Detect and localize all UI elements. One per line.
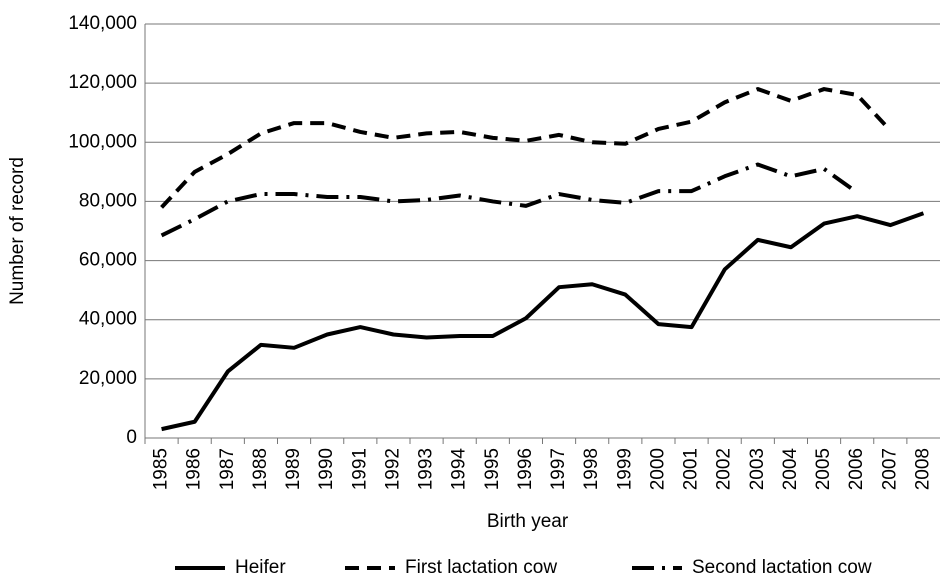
x-tick-label: 1993: [416, 448, 437, 490]
x-tick-label: 1997: [548, 448, 569, 490]
x-tick-label: 2002: [714, 448, 735, 490]
x-tick-label: 2008: [912, 448, 933, 490]
y-tick-label: 140,000: [68, 13, 137, 34]
x-tick-label: 1992: [382, 448, 403, 490]
x-tick-label: 1985: [151, 448, 172, 490]
y-axis-label: Number of record: [7, 157, 28, 305]
legend-label: Heifer: [235, 557, 286, 578]
y-tick-label: 60,000: [79, 250, 137, 271]
x-tick-label: 2004: [780, 448, 801, 491]
x-axis-label: Birth year: [487, 511, 569, 532]
x-tick-label: 1987: [217, 448, 238, 490]
series-line: [161, 211, 925, 432]
x-tick-label: 2000: [647, 448, 668, 490]
x-tick-label: 1996: [515, 448, 536, 490]
x-tick-label: 2003: [747, 448, 768, 490]
x-tick-label: 1988: [250, 448, 271, 490]
series-line: [160, 162, 859, 238]
y-tick-label: 80,000: [79, 190, 137, 211]
legend-label: Second lactation cow: [692, 557, 872, 578]
x-tick-label: 1995: [482, 448, 503, 490]
x-tick-label: 1998: [581, 448, 602, 490]
x-tick-label: 1989: [283, 448, 304, 490]
x-tick-label: 1986: [184, 448, 205, 490]
x-tick-label: 1991: [349, 448, 370, 490]
y-tick-label: 40,000: [79, 309, 137, 330]
legend-label: First lactation cow: [405, 557, 557, 578]
y-tick-label: 120,000: [68, 72, 137, 93]
y-tick-label: 20,000: [79, 368, 137, 389]
series-line: [160, 87, 892, 209]
x-tick-label: 2007: [879, 448, 900, 490]
x-tick-label: 2005: [813, 448, 834, 490]
x-tick-label: 1990: [316, 448, 337, 490]
x-tick-label: 2001: [681, 448, 702, 490]
y-tick-label: 0: [126, 427, 137, 448]
y-tick-label: 100,000: [68, 131, 137, 152]
x-tick-label: 2006: [846, 448, 867, 490]
x-tick-label: 1994: [449, 448, 470, 491]
x-tick-label: 1999: [614, 448, 635, 490]
